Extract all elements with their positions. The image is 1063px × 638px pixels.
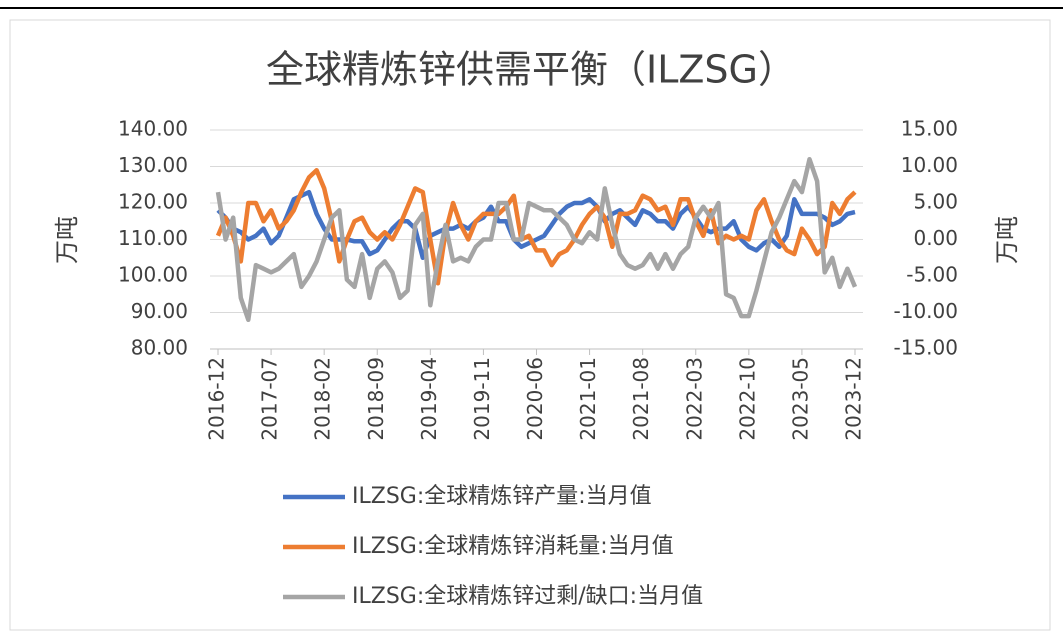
x-tick-label: 2023-05 [788, 357, 812, 441]
x-tick-label: 2021-08 [629, 357, 653, 441]
chart-frame [9, 19, 1051, 631]
y-tick-label: 80.00 [131, 336, 188, 360]
series-line [216, 189, 856, 261]
x-tick-label: 2017-07 [258, 357, 282, 441]
legend-label: ILZSG:全球精炼锌消耗量:当月值 [352, 534, 674, 559]
y-axis-title: 万吨 [53, 216, 81, 264]
chart-title: 全球精炼锌供需平衡（ILZSG） [266, 48, 796, 92]
y-tick-label: 130.00 [118, 153, 188, 177]
legend-label: ILZSG:全球精炼锌过剩/缺口:当月值 [352, 584, 703, 609]
y2-tick-label: 10.00 [901, 153, 958, 177]
y-tick-label: 110.00 [118, 226, 188, 250]
x-tick-label: 2018-09 [364, 357, 388, 441]
y2-axis-title: 万吨 [993, 216, 1021, 264]
x-tick-label: 2023-12 [842, 357, 866, 441]
series-line [215, 156, 858, 323]
x-tick-label: 2019-04 [417, 357, 441, 441]
y2-tick-label: -5.00 [906, 263, 958, 287]
y2-tick-label: 5.00 [913, 190, 958, 214]
x-tick-label: 2020-06 [523, 357, 547, 441]
y2-tick-label: 15.00 [901, 117, 958, 141]
x-tick-label: 2022-10 [735, 357, 759, 441]
y-tick-label: 140.00 [118, 117, 188, 141]
x-tick-label: 2016-12 [205, 357, 229, 441]
y2-tick-label: -10.00 [894, 299, 958, 323]
x-tick-label: 2021-01 [576, 357, 600, 441]
series-line [215, 167, 857, 286]
y-tick-label: 120.00 [118, 190, 188, 214]
y-tick-label: 100.00 [118, 263, 188, 287]
y2-tick-label: 0.00 [913, 226, 958, 250]
x-tick-label: 2018-02 [311, 357, 335, 441]
x-tick-label: 2022-03 [682, 357, 706, 441]
x-tick-label: 2019-11 [470, 357, 494, 441]
y-tick-label: 90.00 [131, 299, 188, 323]
legend-label: ILZSG:全球精炼锌产量:当月值 [352, 484, 652, 509]
y2-tick-label: -15.00 [894, 336, 958, 360]
